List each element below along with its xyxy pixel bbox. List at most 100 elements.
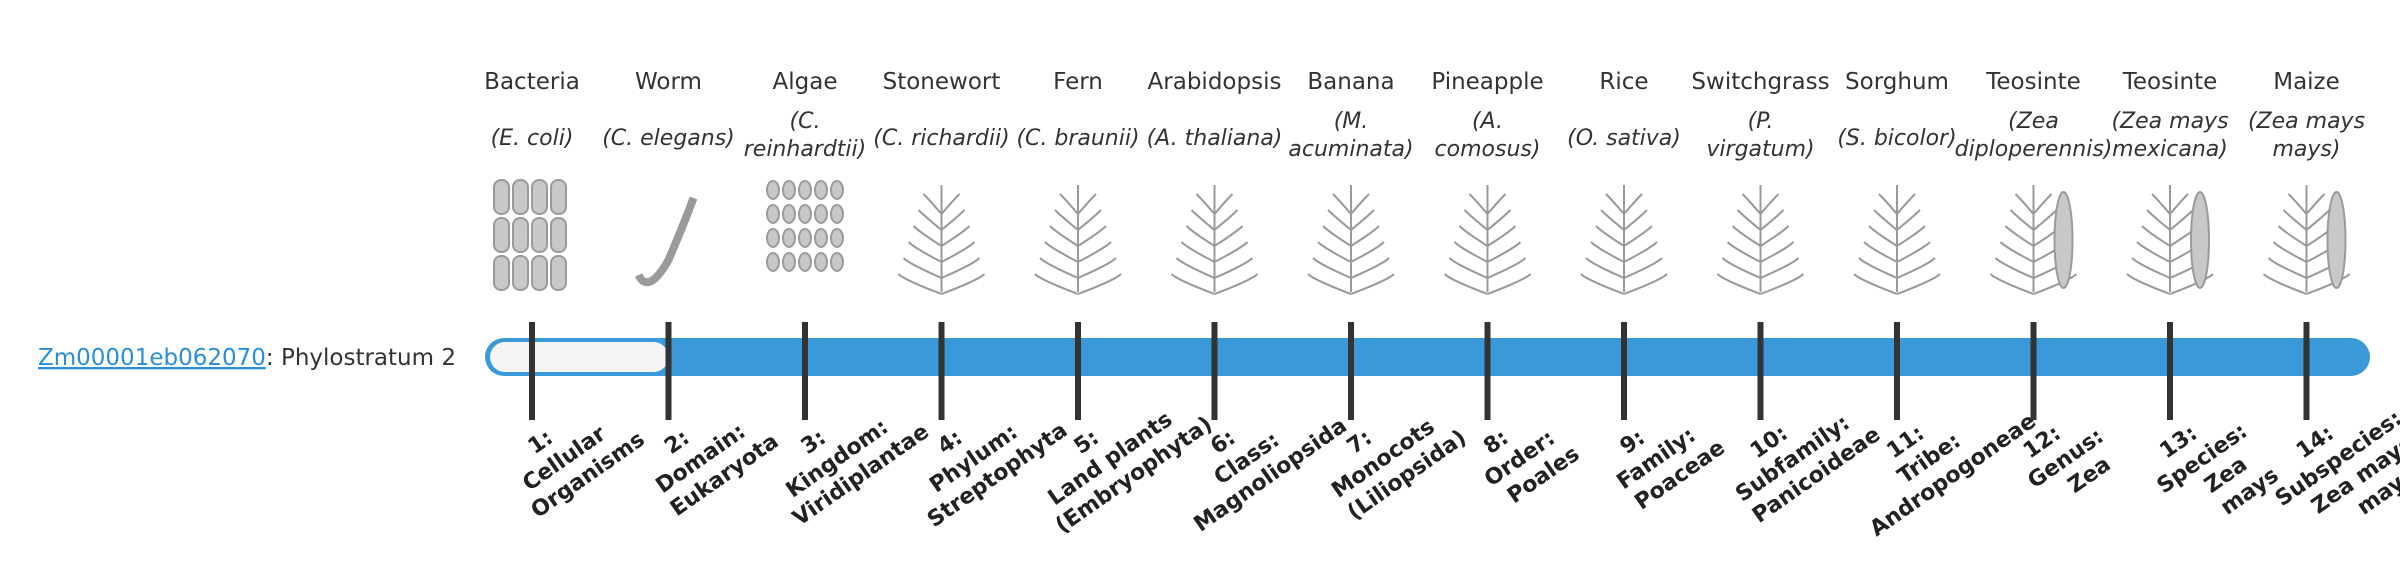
leaf <box>897 273 942 295</box>
leaf <box>1350 209 1375 231</box>
organism-name: Rice <box>1599 69 1648 95</box>
alga <box>766 180 780 200</box>
cell <box>512 217 529 253</box>
leaf <box>1059 193 1079 215</box>
cell <box>493 217 510 253</box>
leaf <box>1896 241 1931 263</box>
leaf <box>1350 273 1395 295</box>
gene-link[interactable]: Zm00001eb062070 <box>38 345 266 371</box>
leaf <box>2262 273 2307 295</box>
leaf <box>1458 225 1489 247</box>
leaf <box>1443 273 1488 295</box>
leaf <box>1468 193 1489 215</box>
leaf <box>2136 241 2171 263</box>
leaf <box>1868 225 1898 247</box>
leaf <box>1214 273 1259 295</box>
organism-illustration <box>1580 185 1668 295</box>
leaf <box>1487 257 1527 279</box>
cell <box>493 255 510 291</box>
organism-name: Pineapple <box>1431 69 1543 95</box>
organism-name: Teosinte <box>1985 69 2080 95</box>
leaf <box>2014 193 2035 215</box>
leaf <box>1312 257 1352 279</box>
stratum-bar <box>485 338 2370 376</box>
worm <box>634 196 698 287</box>
alga <box>766 228 780 248</box>
scientific-name: (Zea <box>2008 109 2059 134</box>
leaf <box>1896 257 1936 279</box>
organism-illustration <box>2262 185 2351 295</box>
organism-illustration <box>1170 185 1259 295</box>
leaf <box>2305 193 2326 215</box>
leaf <box>1170 273 1215 295</box>
leaf <box>941 241 976 263</box>
leaf <box>1760 241 1795 263</box>
ear <box>2326 191 2347 289</box>
leaf <box>1760 257 1800 279</box>
leaf <box>1863 241 1898 263</box>
leaf <box>1716 273 1761 295</box>
organism-illustration <box>766 180 844 272</box>
leaf <box>1623 225 1653 247</box>
scientific-name: (C. richardii) <box>873 126 1009 151</box>
gene-label: Zm00001eb062070: Phylostratum 2 <box>38 345 456 371</box>
organism-name: Stonewort <box>883 69 1001 95</box>
leaf <box>2272 241 2307 263</box>
leaf <box>1896 193 1916 215</box>
leaf <box>2282 209 2308 231</box>
alga <box>766 252 780 272</box>
leaf <box>1350 241 1385 263</box>
alga <box>782 204 796 224</box>
leaf <box>922 193 943 215</box>
leaf <box>1180 241 1215 263</box>
leaf <box>2151 193 2171 215</box>
alga <box>814 252 828 272</box>
alga <box>830 204 844 224</box>
leaf <box>941 273 986 295</box>
stratum-label: 6:Class:Magnoliopsida <box>1159 369 1352 537</box>
alga <box>830 228 844 248</box>
leaf <box>1721 257 1761 279</box>
leaf <box>1034 273 1079 295</box>
leaf <box>917 209 943 231</box>
leaf <box>1039 257 1079 279</box>
scientific-name: comosus) <box>1435 137 1541 162</box>
leaf <box>1044 241 1079 263</box>
leaf <box>907 241 942 263</box>
alga <box>814 180 828 200</box>
leaf <box>1322 225 1352 247</box>
stratum-label: 8:Order:Poales <box>1465 397 1585 514</box>
organism-name: Bacteria <box>484 69 580 95</box>
leaf <box>2141 225 2171 247</box>
leaf <box>941 257 981 279</box>
alga <box>798 180 812 200</box>
leaf <box>1858 257 1898 279</box>
leaf <box>2277 225 2308 247</box>
leaf <box>1453 241 1488 263</box>
gene-status: : Phylostratum 2 <box>266 345 456 371</box>
leaf <box>1600 209 1625 231</box>
organism-illustration <box>2126 185 2214 295</box>
leaf <box>1077 193 1097 215</box>
leaf <box>1214 241 1249 263</box>
organism-illustration <box>1307 185 1395 295</box>
leaf <box>1623 241 1658 263</box>
leaf <box>1741 193 1762 215</box>
leaf <box>1049 225 1079 247</box>
organism-illustration <box>493 179 567 291</box>
cell <box>512 179 529 215</box>
stratum-fill <box>490 342 669 372</box>
leaf <box>1190 209 1216 231</box>
leaf <box>1759 193 1780 215</box>
leaf <box>940 193 961 215</box>
leaf <box>1759 225 1790 247</box>
alga <box>830 252 844 272</box>
scientific-name: (Zea mays <box>2111 109 2228 134</box>
leaf <box>1307 273 1352 295</box>
leaf <box>1994 257 2034 279</box>
alga <box>782 228 796 248</box>
organism-name: Teosinte <box>2122 69 2217 95</box>
organism-illustration <box>1034 185 1122 295</box>
leaf <box>1999 241 2034 263</box>
